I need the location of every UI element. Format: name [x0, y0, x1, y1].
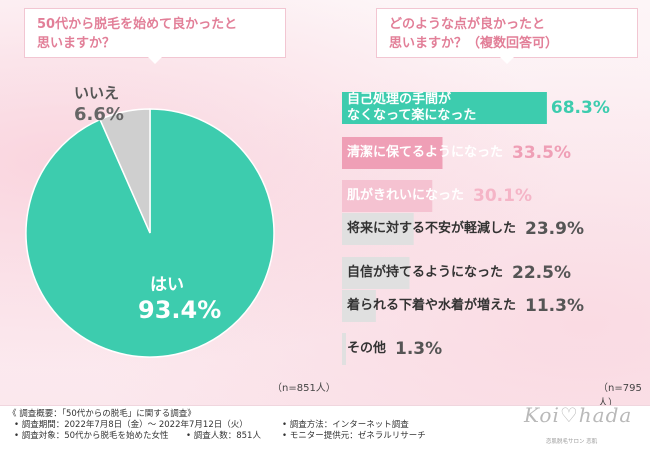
question-left-line2: 思いますか？	[37, 36, 116, 51]
question-right-line2: 思いますか？（複数回答可）	[389, 36, 559, 51]
bar-0	[342, 92, 547, 124]
survey-method: • 調査方法：インターネット調査	[282, 420, 409, 430]
sample-size-left: （n=851人）	[272, 383, 336, 394]
bar-value-1: 33.5%	[512, 143, 571, 163]
question-left: 50代から脱毛を始めて良かったと 思いますか？	[24, 8, 286, 64]
bar-label-5: 着られる下着や水着が増えた	[347, 298, 517, 313]
bar-1	[342, 137, 443, 169]
bar-5	[342, 290, 376, 322]
survey-period: • 調査期間：2022年7月8日（金）～ 2022年7月12日（火）	[14, 420, 248, 430]
survey-target: • 調査対象：50代から脱毛を始めた女性	[14, 431, 169, 441]
bar-value-2: 30.1%	[473, 186, 532, 206]
logo-text: Koi♡hada	[524, 403, 633, 427]
bar-value-5: 11.3%	[525, 296, 584, 316]
question-right: どのような点が良かったと 思いますか？（複数回答可）	[376, 8, 638, 64]
footer: 《 調査概要：「50代からの脱毛」に関する調査》 • 調査期間：2022年7月8…	[0, 405, 650, 450]
bar-label-0: 自己処理の手間が なくなって楽になった	[347, 92, 477, 123]
question-right-line1: どのような点が良かったと	[389, 17, 546, 32]
bar-value-4: 22.5%	[512, 263, 571, 283]
bar-6	[342, 333, 346, 365]
bar-value-6: 1.3%	[395, 339, 443, 359]
bar-label-1: 清潔に保てるようになった	[347, 145, 504, 160]
question-left-line1: 50代から脱毛を始めて良かったと	[37, 17, 238, 32]
bar-label-6: その他	[347, 341, 387, 356]
bar-3	[342, 213, 414, 245]
pie-value-yes: 93.4%	[138, 296, 222, 324]
logo-subtext: 恋肌脱毛サロン 恋肌	[546, 439, 598, 445]
pie-value-no: 6.6%	[74, 104, 124, 125]
pie-label-yes: はい	[150, 275, 184, 295]
survey-overview: 《 調査概要：「50代からの脱毛」に関する調査》	[8, 409, 196, 419]
bar-4	[342, 257, 410, 289]
bar-label-2: 肌がきれいになった	[347, 188, 465, 203]
survey-count: • 調査人数：851人	[186, 431, 261, 441]
bar-label-3: 将来に対する不安が軽減した	[347, 221, 517, 236]
bar-2	[342, 180, 433, 212]
chart-canvas	[25, 92, 547, 365]
survey-monitor: • モニター提供元：ゼネラルリサーチ	[282, 431, 426, 441]
bar-value-0: 68.3%	[550, 98, 610, 118]
sample-size-right: （n=795人）	[598, 383, 642, 409]
pie-slice-1	[99, 108, 151, 234]
pie-label-no: いいえ	[74, 84, 120, 102]
bar-value-3: 23.9%	[525, 219, 584, 239]
bar-label-4: 自信が持てるようになった	[347, 265, 504, 280]
koihada-logo: Koi♡hada 恋肌脱毛サロン 恋肌	[518, 403, 638, 448]
